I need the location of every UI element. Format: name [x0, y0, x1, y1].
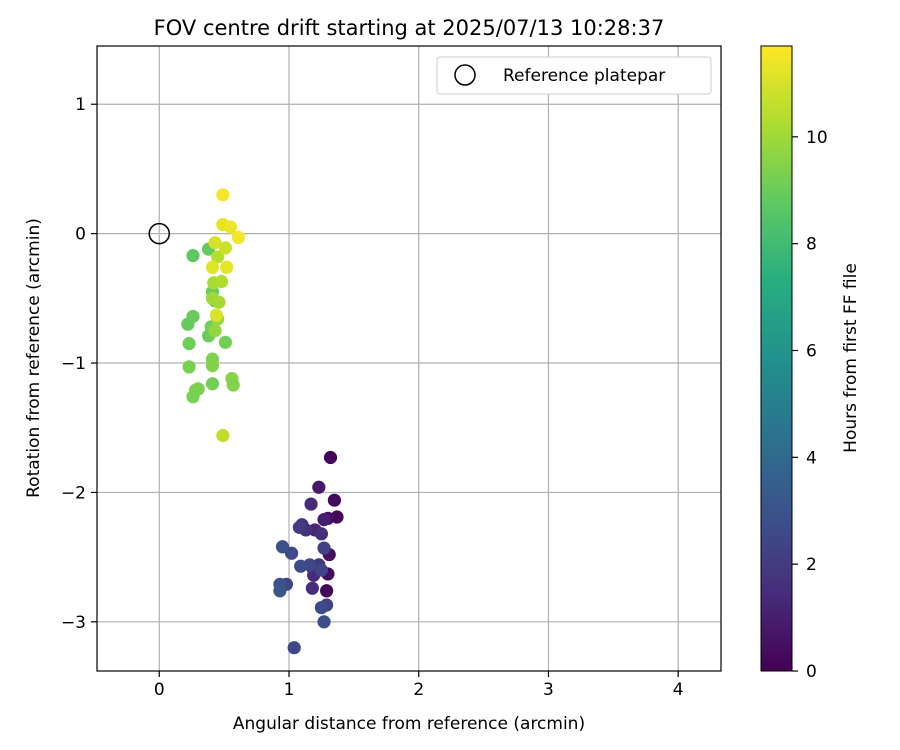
- data-point: [317, 513, 331, 527]
- y-tick-label: 0: [75, 225, 86, 245]
- data-point: [314, 563, 329, 577]
- data-point: [208, 324, 222, 338]
- data-point: [284, 546, 299, 560]
- y-axis-label: Rotation from reference (arcmin): [24, 218, 44, 498]
- colorbar-tick-label: 0: [806, 662, 817, 682]
- data-point: [186, 390, 200, 404]
- legend-box: [436, 56, 712, 95]
- data-point: [312, 480, 326, 494]
- data-point: [218, 335, 233, 349]
- data-point: [214, 274, 229, 289]
- y-axis-ticks: −3 −2 −1 0 1: [61, 95, 97, 633]
- data-point: [294, 559, 308, 573]
- chart-title: FOV centre drift starting at 2025/07/13 …: [154, 16, 665, 40]
- data-point: [273, 584, 287, 598]
- data-point: [317, 615, 331, 629]
- data-point: [216, 428, 230, 443]
- data-point: [323, 450, 338, 465]
- data-point: [317, 541, 331, 555]
- data-point: [205, 260, 220, 274]
- data-point: [220, 260, 234, 274]
- colorbar-tick-label: 4: [806, 448, 817, 468]
- data-point: [205, 377, 220, 391]
- colorbar-tick-label: 2: [806, 555, 817, 575]
- data-point: [304, 497, 318, 511]
- data-point: [292, 520, 306, 534]
- data-point: [314, 600, 329, 615]
- data-point: [327, 493, 342, 507]
- data-point: [209, 308, 223, 322]
- reference-point: [148, 222, 171, 245]
- data-point: [212, 295, 226, 309]
- colorbar: [760, 45, 793, 672]
- data-point: [231, 230, 246, 245]
- data-point: [208, 236, 222, 250]
- x-tick-label: 1: [284, 680, 295, 700]
- data-point: [287, 641, 301, 655]
- x-axis-ticks: 0 1 2 3 4: [154, 671, 684, 700]
- data-point: [186, 309, 200, 324]
- colorbar-ticks: 0 2 4 6 8 10: [792, 128, 828, 682]
- x-axis-label: Angular distance from reference (arcmin): [233, 714, 585, 734]
- data-point: [205, 359, 220, 373]
- plot-frame: [96, 45, 722, 672]
- y-tick-label: −2: [61, 483, 86, 503]
- x-tick-label: 3: [543, 680, 554, 700]
- scatter-points: [181, 188, 344, 655]
- data-point: [224, 220, 238, 234]
- colorbar-tick-label: 8: [806, 235, 817, 255]
- colorbar-tick-label: 10: [806, 128, 828, 148]
- x-tick-label: 0: [154, 680, 165, 700]
- data-point: [182, 337, 196, 351]
- data-point: [305, 581, 319, 595]
- data-point: [218, 241, 233, 255]
- data-point: [226, 378, 240, 392]
- legend-marker-icon: [454, 64, 476, 86]
- y-tick-label: −1: [61, 354, 86, 374]
- x-tick-label: 4: [673, 680, 684, 700]
- data-point: [216, 188, 230, 202]
- x-tick-label: 2: [413, 680, 424, 700]
- legend-entry: Reference platepar: [503, 66, 665, 86]
- data-point: [182, 360, 196, 374]
- y-tick-label: −3: [61, 613, 86, 633]
- grid-lines: [97, 46, 721, 671]
- data-point: [320, 584, 334, 598]
- colorbar-label: Hours from first FF file: [841, 263, 861, 453]
- data-point: [314, 527, 329, 541]
- legend: Reference platepar: [436, 56, 712, 95]
- y-tick-label: 1: [75, 95, 86, 115]
- data-point: [186, 249, 200, 263]
- data-point: [211, 250, 225, 264]
- colorbar-tick-label: 6: [806, 341, 817, 361]
